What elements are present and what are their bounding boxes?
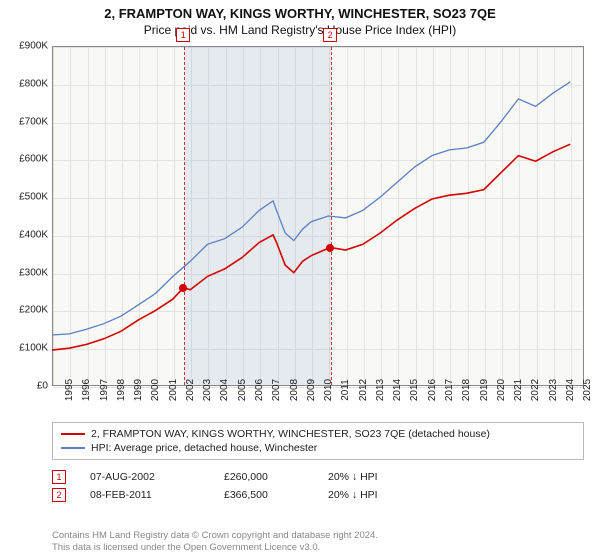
x-axis-label: 2015 — [397, 379, 408, 401]
x-axis-label: 2025 — [570, 379, 581, 401]
sale-marker: 2 — [52, 488, 66, 502]
marker-box: 1 — [176, 28, 190, 42]
sale-diff: 20% ↓ HPI — [328, 471, 438, 483]
marker-box: 2 — [323, 28, 337, 42]
x-axis-label: 2012 — [346, 379, 357, 401]
x-axis-label: 2002 — [173, 379, 184, 401]
y-axis-label: £100K — [19, 343, 48, 354]
y-axis-label: £600K — [19, 154, 48, 165]
x-axis-label: 2000 — [138, 379, 149, 401]
x-axis-label: 2006 — [242, 379, 253, 401]
series-price_paid — [52, 144, 570, 350]
y-axis-label: £300K — [19, 267, 48, 278]
x-axis-label: 2001 — [156, 379, 167, 401]
sales-table: 1 07-AUG-2002 £260,000 20% ↓ HPI 2 08-FEB-201… — [52, 468, 584, 504]
sale-price: £366,500 — [224, 489, 304, 501]
legend-swatch — [61, 447, 85, 449]
chart-title: 2, FRAMPTON WAY, KINGS WORTHY, WINCHESTE… — [0, 0, 600, 21]
x-axis-label: 2016 — [415, 379, 426, 401]
x-axis-label: 1995 — [52, 379, 63, 401]
y-axis-label: £400K — [19, 229, 48, 240]
legend-row: 2, FRAMPTON WAY, KINGS WORTHY, WINCHESTE… — [61, 427, 575, 441]
sale-marker: 1 — [52, 470, 66, 484]
x-axis-label: 2005 — [225, 379, 236, 401]
x-axis-label: 2009 — [294, 379, 305, 401]
sale-row: 2 08-FEB-2011 £366,500 20% ↓ HPI — [52, 486, 584, 504]
chart-area: £0£100K£200K£300K£400K£500K£600K£700K£80… — [52, 46, 584, 386]
x-axis-label: 2020 — [484, 379, 495, 401]
sale-diff: 20% ↓ HPI — [328, 489, 438, 501]
x-axis-label: 1999 — [121, 379, 132, 401]
legend: 2, FRAMPTON WAY, KINGS WORTHY, WINCHESTE… — [52, 422, 584, 504]
x-axis-label: 2004 — [207, 379, 218, 401]
y-axis-label: £0 — [37, 381, 48, 392]
x-axis-label: 2011 — [328, 379, 339, 401]
sale-dot — [326, 244, 334, 252]
y-axis-label: £500K — [19, 192, 48, 203]
legend-swatch — [61, 433, 85, 435]
legend-text: HPI: Average price, detached house, Winc… — [91, 442, 317, 454]
y-axis-label: £700K — [19, 116, 48, 127]
x-axis-label: 2022 — [518, 379, 529, 401]
x-axis-label: 2003 — [190, 379, 201, 401]
x-axis-label: 2019 — [467, 379, 478, 401]
legend-box: 2, FRAMPTON WAY, KINGS WORTHY, WINCHESTE… — [52, 422, 584, 460]
sale-date: 07-AUG-2002 — [90, 471, 200, 483]
footer: Contains HM Land Registry data © Crown c… — [52, 530, 584, 554]
x-axis-label: 2023 — [536, 379, 547, 401]
x-axis-label: 2014 — [380, 379, 391, 401]
x-axis-label: 1996 — [69, 379, 80, 401]
x-axis-label: 2010 — [311, 379, 322, 401]
sale-row: 1 07-AUG-2002 £260,000 20% ↓ HPI — [52, 468, 584, 486]
sale-date: 08-FEB-2011 — [90, 489, 200, 501]
sale-dot — [179, 284, 187, 292]
chart-subtitle: Price paid vs. HM Land Registry's House … — [0, 21, 600, 41]
x-axis-label: 2013 — [363, 379, 374, 401]
x-axis-label: 2008 — [277, 379, 288, 401]
series-hpi — [52, 82, 570, 335]
footer-line1: Contains HM Land Registry data © Crown c… — [52, 530, 584, 542]
x-axis-label: 2007 — [259, 379, 270, 401]
x-axis-label: 2024 — [553, 379, 564, 401]
y-axis-label: £200K — [19, 305, 48, 316]
y-axis-label: £900K — [19, 41, 48, 52]
sale-price: £260,000 — [224, 471, 304, 483]
x-axis-label: 2021 — [501, 379, 512, 401]
footer-line2: This data is licensed under the Open Gov… — [52, 542, 584, 554]
legend-text: 2, FRAMPTON WAY, KINGS WORTHY, WINCHESTE… — [91, 428, 490, 440]
chart-lines — [52, 46, 584, 386]
x-axis-label: 1998 — [104, 379, 115, 401]
x-axis-label: 2017 — [432, 379, 443, 401]
y-axis-label: £800K — [19, 78, 48, 89]
legend-row: HPI: Average price, detached house, Winc… — [61, 441, 575, 455]
x-axis-label: 2018 — [449, 379, 460, 401]
x-axis-label: 1997 — [87, 379, 98, 401]
